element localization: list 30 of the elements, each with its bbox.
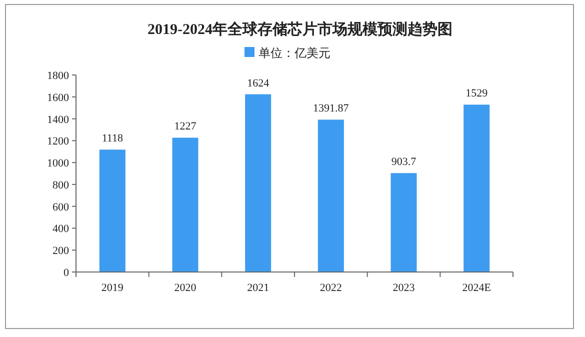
bar — [464, 104, 490, 272]
x-tick-label: 2024E — [462, 282, 492, 294]
y-tick-label: 400 — [52, 223, 70, 236]
data-label: 1391.87 — [313, 102, 350, 115]
data-label: 1529 — [466, 88, 488, 100]
bar — [99, 150, 126, 272]
y-tick-label: 1800 — [47, 70, 70, 82]
y-tick-label: 1400 — [47, 114, 70, 126]
y-tick-label: 1000 — [47, 158, 70, 170]
legend-label: 单位：亿美元 — [258, 46, 330, 60]
y-tick-label: 1200 — [47, 136, 70, 148]
data-label: 1118 — [102, 132, 124, 145]
bar — [172, 138, 198, 272]
y-tick-label: 200 — [52, 245, 70, 258]
y-tick-label: 600 — [52, 201, 70, 214]
bar — [318, 120, 344, 272]
x-tick-label: 2022 — [320, 282, 342, 294]
x-tick-label: 2020 — [174, 282, 197, 294]
x-tick-label: 2021 — [247, 282, 270, 294]
data-label: 1624 — [247, 77, 270, 90]
x-tick-label: 2023 — [392, 282, 416, 294]
y-tick-label: 0 — [64, 267, 70, 279]
bar — [245, 94, 272, 272]
y-tick-label: 800 — [52, 179, 70, 192]
data-label: 1227 — [174, 120, 197, 133]
y-tick-label: 1600 — [47, 92, 70, 104]
x-tick-label: 2019 — [101, 282, 124, 294]
data-label: 903.7 — [391, 156, 417, 168]
bar — [390, 173, 417, 272]
chart-title: 2019-2024年全球存储芯片市场规模预测趋势图 — [148, 20, 452, 38]
